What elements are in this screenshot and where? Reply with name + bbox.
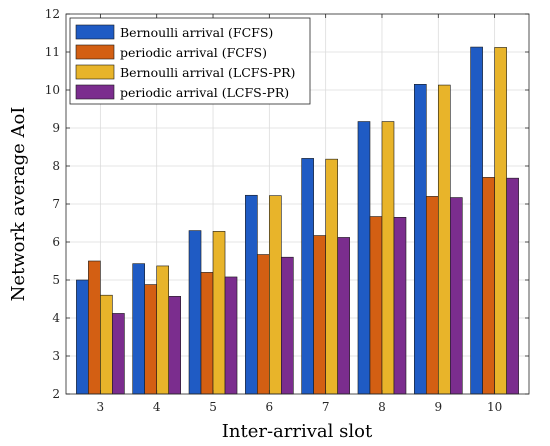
y-axis-label: Network average AoI [8,107,29,302]
x-tick-label: 9 [434,400,442,414]
bar [188,230,202,395]
bar [156,265,170,395]
x-axis: 3 4 5 6 7 8 9 10 [97,14,502,414]
y-tick-label: 8 [52,159,60,173]
x-tick-label: 7 [322,400,330,414]
bar [437,84,451,395]
bar [257,254,270,395]
bar [449,197,463,395]
y-tick-label: 3 [52,349,60,363]
legend-swatch [75,84,115,100]
bar [76,279,89,395]
bar [132,263,146,395]
bar [325,158,338,395]
x-tick-label: 4 [153,400,161,414]
bar [301,158,314,395]
y-tick-label: 2 [52,387,60,401]
bar [224,276,238,395]
y-axis: 2 3 4 5 6 7 8 9 10 11 12 [45,7,529,401]
bar [144,284,158,395]
x-axis-label: Inter-arrival slot [222,421,373,442]
bar [168,296,182,395]
x-tick-label: 3 [97,400,105,414]
bar [200,272,214,395]
y-tick-label: 12 [45,7,60,21]
y-tick-label: 6 [52,235,60,249]
x-tick-label: 10 [487,400,502,414]
bar [470,46,483,395]
legend-swatch [75,24,115,40]
y-tick-label: 5 [52,273,60,287]
bar [212,231,226,395]
bar [393,217,407,395]
bar [281,256,294,395]
legend-swatch [75,64,115,80]
bar [357,121,371,395]
bar [381,121,395,395]
legend-label: Bernoulli arrival (FCFS) [120,25,273,40]
bar [494,47,507,395]
bar [100,294,113,395]
bar [369,216,383,395]
legend-label: periodic arrival (LCFS-PR) [120,85,289,100]
bar [313,235,326,395]
bar [337,237,350,395]
x-tick-label: 8 [378,400,386,414]
bar [269,195,282,395]
y-tick-label: 7 [52,197,60,211]
legend-label: Bernoulli arrival (LCFS-PR) [120,65,295,80]
x-tick-label: 5 [209,400,217,414]
bar [413,84,427,395]
legend-label: periodic arrival (FCFS) [120,45,267,60]
bars [76,46,519,395]
y-tick-label: 4 [52,311,60,325]
bar [425,196,439,395]
bar [112,313,125,395]
y-tick-label: 9 [52,121,60,135]
legend: Bernoulli arrival (FCFS) periodic arrival… [69,17,311,105]
bar [506,177,519,395]
bar [88,260,101,395]
legend-swatch [75,44,115,60]
y-tick-label: 11 [45,45,60,59]
bar [482,177,495,395]
bar [245,194,258,395]
x-tick-label: 6 [266,400,274,414]
y-tick-label: 10 [45,83,60,97]
